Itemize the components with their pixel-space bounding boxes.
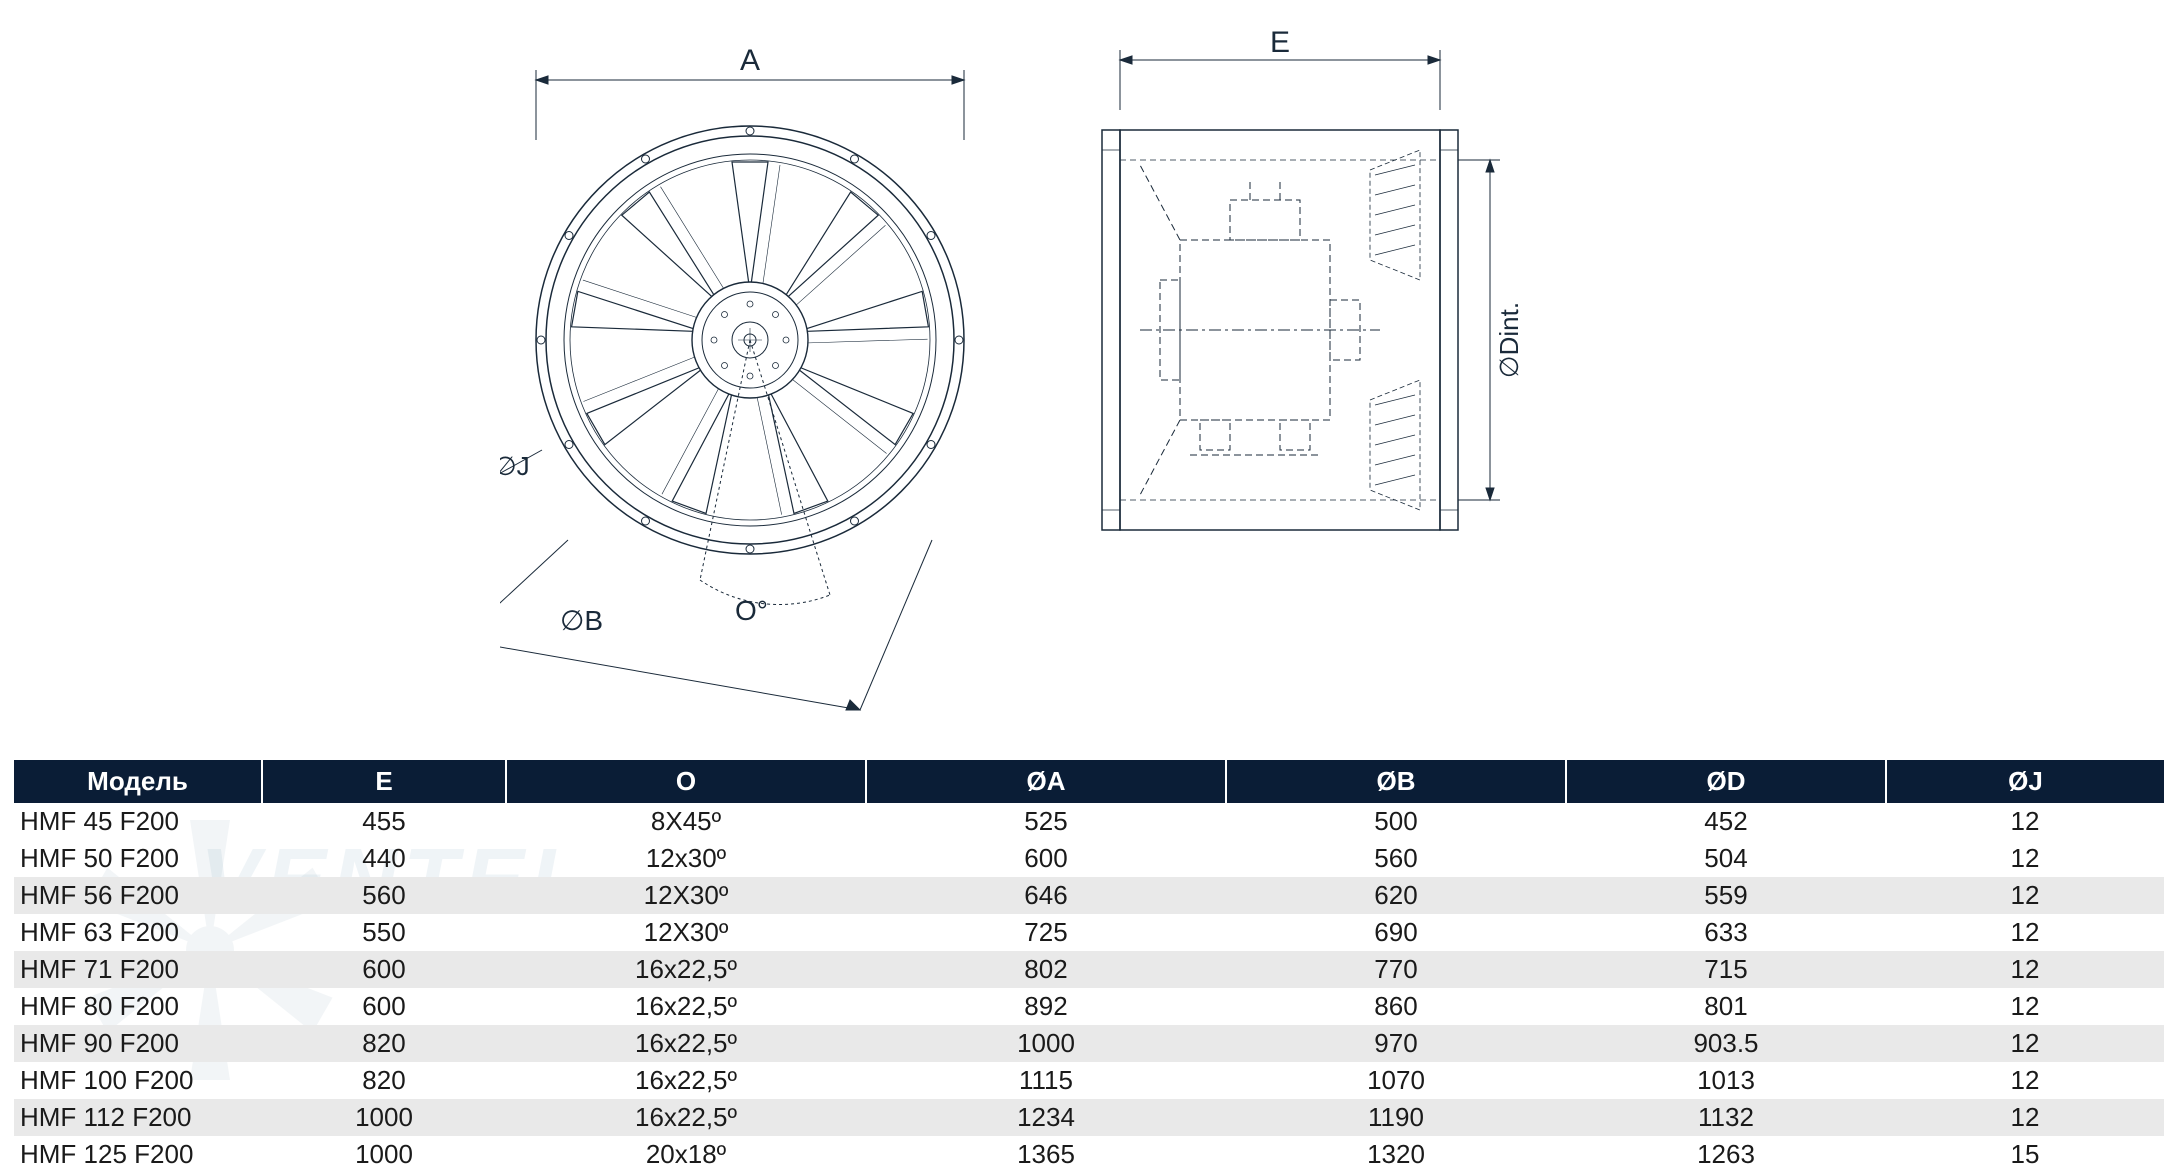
table-row: HMF 71 F20060016x22,5º80277071512: [14, 951, 2164, 988]
table-cell: HMF 63 F200: [14, 914, 262, 951]
table-row: HMF 56 F20056012X30º64662055912: [14, 877, 2164, 914]
table-cell: 455: [262, 803, 506, 840]
table-cell: 1115: [866, 1062, 1226, 1099]
table-cell: 12: [1886, 1025, 2164, 1062]
table-cell: 16x22,5º: [506, 1025, 866, 1062]
table-cell: 1070: [1226, 1062, 1566, 1099]
table-cell: 620: [1226, 877, 1566, 914]
table-cell: HMF 45 F200: [14, 803, 262, 840]
table-cell: 440: [262, 840, 506, 877]
header-phiD: ØD: [1566, 760, 1886, 803]
drawing-svg: A ∅J ∅B O°: [500, 20, 1600, 720]
table-cell: 12X30º: [506, 914, 866, 951]
header-model: Модель: [14, 760, 262, 803]
table-cell: 715: [1566, 951, 1886, 988]
dim-label-Odeg: O°: [735, 595, 768, 626]
table-cell: 452: [1566, 803, 1886, 840]
technical-drawing-area: A ∅J ∅B O°: [0, 0, 2180, 720]
table-header-row: Модель E O ØA ØB ØD ØJ: [14, 760, 2164, 803]
table-cell: 16x22,5º: [506, 988, 866, 1025]
table-cell: HMF 112 F200: [14, 1099, 262, 1136]
table-row: HMF 112 F200100016x22,5º12341190113212: [14, 1099, 2164, 1136]
table-cell: 504: [1566, 840, 1886, 877]
table-cell: HMF 56 F200: [14, 877, 262, 914]
table-cell: 12: [1886, 803, 2164, 840]
table-cell: HMF 125 F200: [14, 1136, 262, 1173]
table-cell: 550: [262, 914, 506, 951]
table-cell: 633: [1566, 914, 1886, 951]
table-cell: 16x22,5º: [506, 951, 866, 988]
table-row: HMF 125 F200100020x18º13651320126315: [14, 1136, 2164, 1173]
table-cell: 600: [866, 840, 1226, 877]
table-cell: 560: [262, 877, 506, 914]
table-cell: 1000: [262, 1099, 506, 1136]
table-cell: 1263: [1566, 1136, 1886, 1173]
table-cell: 1000: [866, 1025, 1226, 1062]
table-cell: 600: [262, 988, 506, 1025]
table-cell: 646: [866, 877, 1226, 914]
table-cell: 820: [262, 1062, 506, 1099]
table-cell: 12: [1886, 877, 2164, 914]
header-phiA: ØA: [866, 760, 1226, 803]
header-phiB: ØB: [1226, 760, 1566, 803]
table-cell: 892: [866, 988, 1226, 1025]
table-cell: 12x30º: [506, 840, 866, 877]
table-cell: 1132: [1566, 1099, 1886, 1136]
table-row: HMF 50 F20044012x30º60056050412: [14, 840, 2164, 877]
table-cell: 600: [262, 951, 506, 988]
header-E: E: [262, 760, 506, 803]
table-cell: 12: [1886, 1062, 2164, 1099]
table-cell: HMF 90 F200: [14, 1025, 262, 1062]
table-cell: 1013: [1566, 1062, 1886, 1099]
dim-label-phiDint: ∅Dint.: [1494, 302, 1524, 378]
table-cell: HMF 71 F200: [14, 951, 262, 988]
table-cell: 15: [1886, 1136, 2164, 1173]
table-row: HMF 100 F20082016x22,5º11151070101312: [14, 1062, 2164, 1099]
header-phiJ: ØJ: [1886, 760, 2164, 803]
table-row: HMF 63 F20055012X30º72569063312: [14, 914, 2164, 951]
table-cell: 801: [1566, 988, 1886, 1025]
table-row: HMF 90 F20082016x22,5º1000970903.512: [14, 1025, 2164, 1062]
table-cell: HMF 50 F200: [14, 840, 262, 877]
table-cell: 1365: [866, 1136, 1226, 1173]
table-cell: 12: [1886, 988, 2164, 1025]
dim-label-E: E: [1270, 26, 1290, 59]
table-cell: 559: [1566, 877, 1886, 914]
dimensions-table-wrapper: Модель E O ØA ØB ØD ØJ HMF 45 F2004558X4…: [14, 760, 2164, 1173]
dim-label-A: A: [740, 44, 760, 77]
table-cell: 12: [1886, 951, 2164, 988]
table-cell: 560: [1226, 840, 1566, 877]
table-cell: 12: [1886, 1099, 2164, 1136]
table-cell: 1234: [866, 1099, 1226, 1136]
table-cell: 16x22,5º: [506, 1099, 866, 1136]
table-row: HMF 45 F2004558X45º52550045212: [14, 803, 2164, 840]
table-cell: 12: [1886, 840, 2164, 877]
table-cell: HMF 100 F200: [14, 1062, 262, 1099]
table-cell: 20x18º: [506, 1136, 866, 1173]
table-cell: 8X45º: [506, 803, 866, 840]
table-cell: 1190: [1226, 1099, 1566, 1136]
dim-label-phiB: ∅B: [560, 605, 603, 636]
table-cell: 525: [866, 803, 1226, 840]
table-cell: 1000: [262, 1136, 506, 1173]
table-cell: 500: [1226, 803, 1566, 840]
header-O: O: [506, 760, 866, 803]
table-cell: 770: [1226, 951, 1566, 988]
dimensions-table: Модель E O ØA ØB ØD ØJ HMF 45 F2004558X4…: [14, 760, 2164, 1173]
table-cell: 690: [1226, 914, 1566, 951]
table-cell: 16x22,5º: [506, 1062, 866, 1099]
table-cell: 12X30º: [506, 877, 866, 914]
table-cell: 1320: [1226, 1136, 1566, 1173]
table-cell: 12: [1886, 914, 2164, 951]
table-cell: 903.5: [1566, 1025, 1886, 1062]
dim-label-phiJ: ∅J: [500, 451, 530, 481]
table-cell: 970: [1226, 1025, 1566, 1062]
table-row: HMF 80 F20060016x22,5º89286080112: [14, 988, 2164, 1025]
table-cell: 725: [866, 914, 1226, 951]
table-cell: 802: [866, 951, 1226, 988]
table-cell: 860: [1226, 988, 1566, 1025]
table-cell: HMF 80 F200: [14, 988, 262, 1025]
table-cell: 820: [262, 1025, 506, 1062]
